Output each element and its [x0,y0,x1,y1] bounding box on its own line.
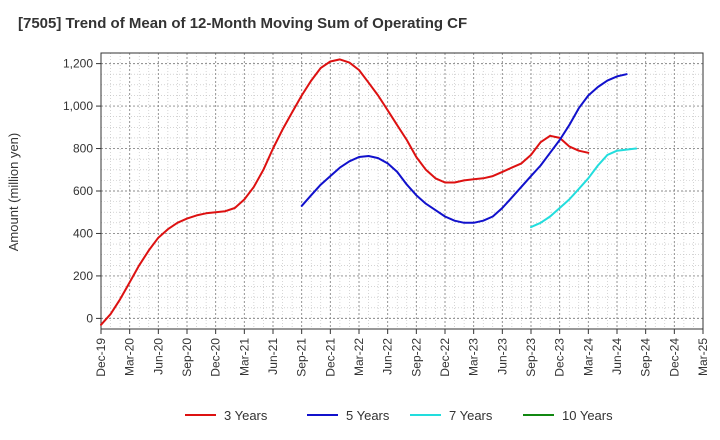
x-tick-label: Jun-23 [495,338,509,375]
series-line-5-years [300,73,628,224]
series-group [100,58,638,326]
series-line-7-years [530,147,638,229]
series-line-3-years [100,58,590,326]
x-tick-label: Mar-24 [581,338,595,376]
x-tick-label: Dec-24 [667,338,681,377]
x-tick-label: Sep-24 [639,338,653,377]
x-tick-label: Mar-20 [123,338,137,376]
x-tick-label: Sep-21 [295,338,309,377]
legend-item: 10 Years [523,408,613,423]
legend-label: 7 Years [449,408,493,423]
legend-item: 3 Years [185,408,268,423]
y-tick-label: 1,200 [63,57,93,71]
x-tick-label: Mar-23 [467,338,481,376]
x-tick-label: Dec-21 [323,338,337,377]
legend-label: 3 Years [224,408,268,423]
x-tick-label: Mar-22 [352,338,366,376]
x-tick-label: Sep-22 [409,338,423,377]
x-tick-label: Dec-20 [209,338,223,377]
grid [101,53,703,329]
x-tick-label: Jun-20 [151,338,165,375]
legend-item: 5 Years [307,408,390,423]
y-tick-label: 600 [73,184,93,198]
legend-item: 7 Years [410,408,493,423]
legend-label: 10 Years [562,408,613,423]
x-tick-label: Dec-19 [94,338,108,377]
y-tick-label: 800 [73,142,93,156]
x-tick-label: Dec-23 [553,338,567,377]
y-tick-label: 400 [73,226,93,240]
legend-label: 5 Years [346,408,390,423]
chart-title: [7505] Trend of Mean of 12-Month Moving … [18,15,467,32]
x-tick-label: Jun-21 [266,338,280,375]
x-tick-label: Mar-21 [237,338,251,376]
y-tick-label: 0 [86,311,93,325]
y-axis-label: Amount (million yen) [6,133,21,252]
x-axis: Dec-19 Mar-20 Jun-20 Sep-20 Dec-20 Mar-21 Jun-… [94,329,710,377]
y-tick-label: 1,000 [63,99,93,113]
y-tick-label: 200 [73,269,93,283]
x-tick-label: Jun-22 [381,338,395,375]
x-tick-label: Dec-22 [438,338,452,377]
legend: 3 Years 5 Years 7 Years 10 Years [185,408,613,423]
y-axis: 0 200 400 600 800 1,000 1,200 [63,57,101,325]
x-tick-label: Sep-23 [524,338,538,377]
x-tick-label: Jun-24 [610,338,624,375]
x-tick-label: Sep-20 [180,338,194,377]
x-tick-label: Mar-25 [696,338,710,376]
